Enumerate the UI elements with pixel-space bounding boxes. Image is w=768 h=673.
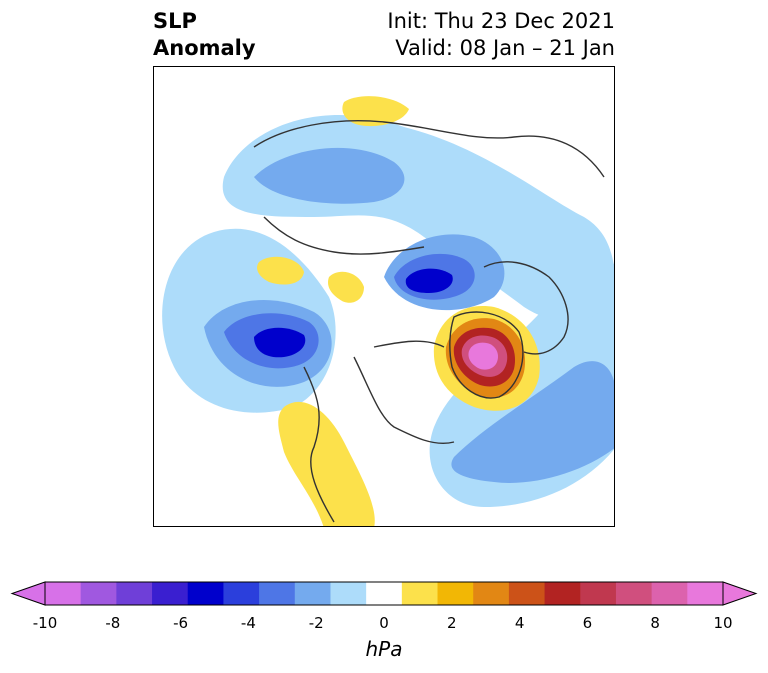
init-date: Init: Thu 23 Dec 2021 (387, 9, 615, 33)
title-field: SLP Anomaly (153, 8, 256, 62)
neg-contour-eurasia-2 (254, 147, 405, 204)
colorbar-extend-low (10, 581, 46, 606)
anomaly-contours (162, 96, 614, 526)
colorbar-segment (152, 582, 189, 605)
colorbar-tick-label: -10 (32, 614, 58, 632)
pos-contour-west-na (278, 402, 375, 526)
title-field-line2: Anomaly (153, 36, 256, 60)
colorbar-segment (687, 582, 724, 605)
neg-contour-gulf-alaska-6 (254, 327, 306, 358)
colorbar-segment (651, 582, 688, 605)
colorbar-segment (294, 582, 331, 605)
colorbar-segment (544, 582, 581, 605)
pos-contour-greenland-10 (468, 342, 498, 370)
colorbar-segment (330, 582, 367, 605)
colorbar-tick-label: 2 (447, 614, 457, 632)
colorbar-segment (45, 582, 82, 605)
pos-contour-siberia (342, 96, 409, 127)
colorbar-tick-label: -8 (105, 614, 121, 632)
valid-range: Valid: 08 Jan – 21 Jan (395, 36, 615, 60)
colorbar-segment (437, 582, 474, 605)
title-field-line1: SLP (153, 9, 197, 33)
colorbar-segment (401, 582, 439, 605)
colorbar-segment (223, 582, 260, 605)
colorbar-unit: hPa (365, 637, 403, 661)
colorbar (10, 581, 758, 606)
title-dates: Init: Thu 23 Dec 2021 Valid: 08 Jan – 21… (387, 8, 615, 62)
colorbar-tick-label: -2 (308, 614, 324, 632)
colorbar-border (44, 581, 724, 606)
map-panel (153, 66, 615, 527)
coast-eurasia (253, 120, 605, 255)
pos-contour-alaska (257, 256, 304, 285)
colorbar-segment (615, 582, 653, 605)
colorbar-segment (259, 582, 296, 605)
colorbar-segment (473, 582, 510, 605)
coast-europe (483, 261, 569, 355)
colorbar-segment (187, 582, 224, 605)
colorbar-tick-label: 8 (650, 614, 660, 632)
colorbar-tick-label: 10 (713, 614, 733, 632)
colorbar-segment (508, 582, 546, 605)
pos-contour-arctic (328, 271, 364, 303)
map-svg (162, 96, 614, 526)
colorbar-segment (580, 582, 617, 605)
colorbar-segments (10, 581, 758, 606)
coast-north-america (303, 340, 455, 523)
coast-greenland (449, 311, 524, 399)
colorbar-segment (366, 582, 403, 605)
neg-contour-barents-6 (405, 268, 453, 293)
colorbar-tick-label: 4 (514, 614, 525, 632)
colorbar-segment (116, 582, 153, 605)
colorbar-extend-high (722, 581, 758, 606)
colorbar-tick-label: 6 (582, 614, 593, 632)
colorbar-tick-label: -6 (173, 614, 189, 632)
colorbar-tick-label: 0 (379, 614, 389, 632)
coastlines (253, 120, 605, 523)
neg-contour-atlantic-2 (451, 361, 614, 483)
colorbar-segment (80, 582, 117, 605)
colorbar-tick-label: -4 (240, 614, 256, 632)
